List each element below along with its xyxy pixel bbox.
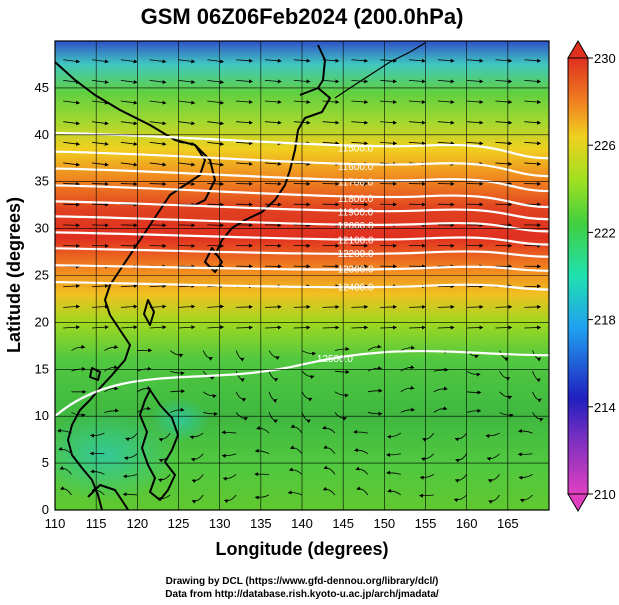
colorbar-tick-label: 226 — [594, 138, 616, 153]
colorbar-tick-label: 214 — [594, 400, 616, 415]
y-tick-label: 30 — [35, 221, 49, 236]
x-tick-label: 140 — [291, 516, 313, 531]
chart-title: GSM 06Z06Feb2024 (200.0hPa) — [141, 4, 464, 29]
contour-line — [55, 264, 549, 272]
x-tick-label: 110 — [45, 516, 66, 531]
contour-label: 12300.0 — [337, 264, 374, 275]
y-axis-label: Latitude (degrees) — [4, 197, 24, 353]
x-axis-label: Longitude (degrees) — [215, 539, 388, 559]
credit-dcl: Drawing by DCL (https://www.gfd-dennou.o… — [166, 576, 439, 587]
contour-label: 11900.0 — [338, 208, 374, 219]
contour-label: 12000.0 — [337, 221, 374, 232]
y-tick-label: 5 — [42, 455, 49, 470]
colorbar-tick-label: 218 — [594, 313, 616, 328]
x-tick-label: 145 — [332, 516, 354, 531]
contour-label: 12500.0 — [317, 354, 354, 365]
contour-line — [55, 215, 549, 233]
x-tick-label: 135 — [250, 516, 272, 531]
contour-line — [55, 131, 549, 160]
contour-line — [55, 184, 549, 209]
contour-label: 11700.0 — [338, 178, 374, 189]
x-tick-label: 160 — [456, 516, 478, 531]
coastlines — [55, 42, 426, 510]
x-tick-label: 125 — [168, 516, 190, 531]
contour-line — [55, 150, 549, 178]
contour-label: 11800.0 — [338, 194, 374, 205]
y-axis-ticks: 0 5 10 15 20 25 30 35 40 45 — [35, 80, 549, 517]
contour-label: 11600.0 — [338, 162, 374, 173]
x-tick-label: 155 — [415, 516, 437, 531]
credit-data-source: Data from http://database.rish.kyoto-u.a… — [165, 589, 439, 600]
colorbar: 210 214 218 222 226 230 — [567, 40, 616, 512]
x-tick-label: 115 — [86, 516, 107, 531]
y-tick-label: 0 — [42, 502, 49, 517]
contour-line — [55, 247, 549, 258]
x-tick-label: 150 — [373, 516, 395, 531]
contour-label: 12100.0 — [337, 235, 374, 246]
colorbar-tick-label: 230 — [594, 51, 616, 66]
contour-label: 11500.0 — [338, 144, 374, 155]
y-tick-label: 40 — [35, 127, 49, 142]
y-tick-label: 35 — [35, 174, 49, 189]
contour-line — [55, 231, 549, 246]
y-tick-label: 45 — [35, 80, 49, 95]
y-tick-label: 10 — [35, 408, 49, 423]
contour-line — [55, 200, 549, 221]
y-tick-label: 25 — [35, 268, 49, 283]
y-tick-label: 20 — [35, 314, 49, 329]
contour-line — [55, 280, 549, 291]
x-tick-label: 120 — [126, 516, 148, 531]
colorbar-tick-label: 222 — [594, 225, 616, 240]
colorbar-tick-label: 210 — [594, 487, 616, 502]
x-tick-label: 130 — [209, 516, 231, 531]
contour-line — [55, 167, 549, 193]
contour-label: 12400.0 — [337, 282, 374, 293]
y-tick-label: 15 — [35, 361, 49, 376]
contour-label: 12200.0 — [337, 249, 374, 260]
x-tick-label: 165 — [497, 516, 519, 531]
